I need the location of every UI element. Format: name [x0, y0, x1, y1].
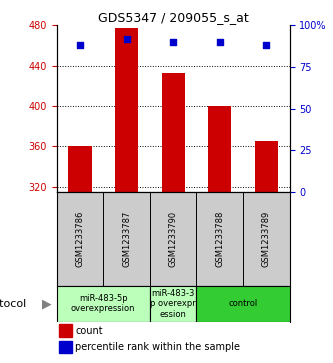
Bar	[59, 324, 72, 337]
Point	[264, 42, 269, 48]
Text: ▶: ▶	[42, 297, 52, 310]
Text: control: control	[228, 299, 258, 308]
Text: protocol: protocol	[0, 299, 26, 309]
Bar	[208, 106, 231, 192]
Bar	[196, 286, 290, 322]
Bar	[59, 340, 72, 353]
Point	[124, 36, 129, 42]
Bar	[115, 28, 138, 192]
Text: percentile rank within the sample: percentile rank within the sample	[75, 342, 240, 352]
Text: miR-483-3
p overexpr
ession: miR-483-3 p overexpr ession	[150, 289, 196, 319]
Text: GSM1233790: GSM1233790	[168, 211, 178, 267]
Bar	[150, 286, 196, 322]
Text: GSM1233787: GSM1233787	[122, 211, 131, 267]
Text: GSM1233786: GSM1233786	[75, 211, 85, 267]
Text: GSM1233788: GSM1233788	[215, 211, 224, 267]
Point	[170, 39, 176, 45]
Title: GDS5347 / 209055_s_at: GDS5347 / 209055_s_at	[98, 11, 248, 24]
Bar	[162, 73, 185, 192]
Bar	[68, 147, 92, 192]
Text: GSM1233789: GSM1233789	[262, 211, 271, 267]
Text: miR-483-5p
overexpression: miR-483-5p overexpression	[71, 294, 136, 313]
Point	[77, 42, 83, 48]
Text: count: count	[75, 326, 103, 336]
Bar	[57, 286, 150, 322]
Bar	[255, 142, 278, 192]
Point	[217, 39, 222, 45]
